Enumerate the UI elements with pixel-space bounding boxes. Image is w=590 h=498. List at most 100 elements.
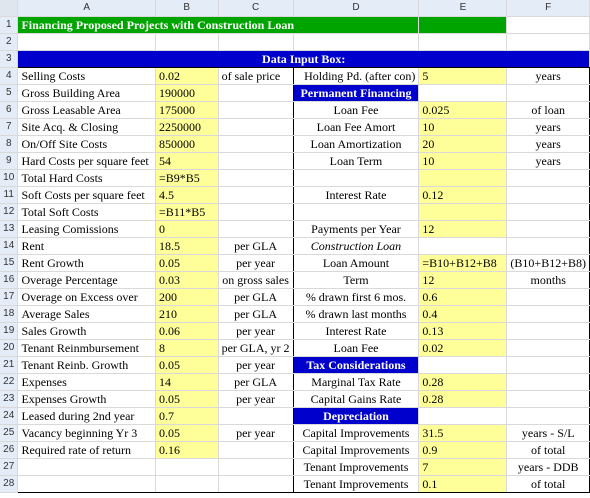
cell-f11[interactable] bbox=[506, 186, 590, 204]
row-header[interactable]: 9 bbox=[0, 152, 19, 170]
cell-b5[interactable]: 190000 bbox=[155, 84, 219, 102]
cell-d20[interactable]: Loan Fee bbox=[293, 339, 420, 357]
row-header[interactable]: 1 bbox=[0, 16, 19, 34]
row-header[interactable]: 5 bbox=[0, 84, 19, 102]
cell-d16[interactable]: Term bbox=[293, 271, 420, 289]
cell-e15[interactable]: =B10+B12+B8 bbox=[418, 254, 508, 272]
cell-f9[interactable]: years bbox=[506, 152, 590, 170]
cell-f17[interactable] bbox=[506, 288, 590, 306]
cell-c12[interactable] bbox=[218, 203, 294, 221]
cell-c16[interactable]: on gross sales bbox=[218, 271, 294, 289]
cell-e9[interactable]: 10 bbox=[418, 152, 508, 170]
cell-c2[interactable] bbox=[218, 33, 294, 51]
cell-a20[interactable]: Tenant Reinmbursement bbox=[17, 339, 156, 357]
cell-c18[interactable]: per GLA bbox=[218, 305, 294, 323]
cell-f28[interactable]: of total bbox=[506, 475, 590, 493]
cell-e27[interactable]: 7 bbox=[418, 458, 508, 476]
row-header[interactable]: 18 bbox=[0, 305, 19, 323]
cell-d8[interactable]: Loan Amortization bbox=[293, 135, 420, 153]
cell-a27[interactable] bbox=[17, 458, 156, 476]
cell-d25[interactable]: Capital Improvements bbox=[293, 424, 420, 442]
cell-c5[interactable] bbox=[218, 84, 294, 102]
cell-e17[interactable]: 0.6 bbox=[418, 288, 508, 306]
cell-e16[interactable]: 12 bbox=[418, 271, 508, 289]
cell-c6[interactable] bbox=[218, 101, 294, 119]
cell-b21[interactable]: 0.05 bbox=[155, 356, 219, 374]
cell-c9[interactable] bbox=[218, 152, 294, 170]
row-header[interactable]: 6 bbox=[0, 101, 19, 119]
cell-d2[interactable] bbox=[293, 33, 420, 51]
column-header-d[interactable]: D bbox=[293, 0, 420, 17]
cell-c8[interactable] bbox=[218, 135, 294, 153]
cell-f16[interactable]: months bbox=[506, 271, 590, 289]
cell-b17[interactable]: 200 bbox=[155, 288, 219, 306]
cell-b7[interactable]: 2250000 bbox=[155, 118, 219, 136]
cell-e23[interactable]: 0.28 bbox=[418, 390, 508, 408]
cell-e11[interactable]: 0.12 bbox=[418, 186, 508, 204]
cell-b8[interactable]: 850000 bbox=[155, 135, 219, 153]
cell-d6[interactable]: Loan Fee bbox=[293, 101, 420, 119]
row-header[interactable]: 28 bbox=[0, 475, 19, 493]
cell-c28[interactable] bbox=[218, 475, 294, 493]
column-header-f[interactable]: F bbox=[506, 0, 590, 17]
row-header[interactable]: 7 bbox=[0, 118, 19, 136]
cell-c22[interactable]: per GLA bbox=[218, 373, 294, 391]
cell-c23[interactable]: per year bbox=[218, 390, 294, 408]
cell-f12[interactable] bbox=[506, 203, 590, 221]
cell-a18[interactable]: Average Sales bbox=[17, 305, 156, 323]
cell-a22[interactable]: Expenses bbox=[17, 373, 156, 391]
row-header[interactable]: 14 bbox=[0, 237, 19, 255]
cell-b15[interactable]: 0.05 bbox=[155, 254, 219, 272]
row-header[interactable]: 21 bbox=[0, 356, 19, 374]
cell-a7[interactable]: Site Acq. & Closing bbox=[17, 118, 156, 136]
cell-d12[interactable] bbox=[293, 203, 420, 221]
cell-a9[interactable]: Hard Costs per square feet bbox=[17, 152, 156, 170]
cell-f14[interactable] bbox=[506, 237, 590, 255]
cell-a2[interactable] bbox=[17, 33, 156, 51]
cell-b2[interactable] bbox=[155, 33, 219, 51]
cell-a12[interactable]: Total Soft Costs bbox=[17, 203, 156, 221]
cell-d17[interactable]: % drawn first 6 mos. bbox=[293, 288, 420, 306]
select-all-corner[interactable] bbox=[0, 0, 19, 17]
cell-f21[interactable] bbox=[506, 356, 590, 374]
cell-c11[interactable] bbox=[218, 186, 294, 204]
cell-e14[interactable] bbox=[418, 237, 508, 255]
cell-b28[interactable] bbox=[155, 475, 219, 493]
row-header[interactable]: 10 bbox=[0, 169, 19, 187]
row-header[interactable]: 20 bbox=[0, 339, 19, 357]
cell-c10[interactable] bbox=[218, 169, 294, 187]
cell-b6[interactable]: 175000 bbox=[155, 101, 219, 119]
cell-e1[interactable] bbox=[418, 16, 508, 34]
cell-d22[interactable]: Marginal Tax Rate bbox=[293, 373, 420, 391]
cell-e24[interactable] bbox=[418, 407, 508, 425]
cell-e8[interactable]: 20 bbox=[418, 135, 508, 153]
row-header[interactable]: 15 bbox=[0, 254, 19, 272]
cell-f23[interactable] bbox=[506, 390, 590, 408]
cell-e5[interactable] bbox=[418, 84, 508, 102]
cell-b12[interactable]: =B11*B5 bbox=[155, 203, 219, 221]
cell-b23[interactable]: 0.05 bbox=[155, 390, 219, 408]
row-header[interactable]: 2 bbox=[0, 33, 19, 51]
cell-d19[interactable]: Interest Rate bbox=[293, 322, 420, 340]
cell-e28[interactable]: 0.1 bbox=[418, 475, 508, 493]
row-header[interactable]: 8 bbox=[0, 135, 19, 153]
cell-b20[interactable]: 8 bbox=[155, 339, 219, 357]
cell-c19[interactable]: per year bbox=[218, 322, 294, 340]
cell-f2[interactable] bbox=[506, 33, 590, 51]
cell-c14[interactable]: per GLA bbox=[218, 237, 294, 255]
cell-b13[interactable]: 0 bbox=[155, 220, 219, 238]
cell-e18[interactable]: 0.4 bbox=[418, 305, 508, 323]
cell-b11[interactable]: 4.5 bbox=[155, 186, 219, 204]
cell-b14[interactable]: 18.5 bbox=[155, 237, 219, 255]
cell-a25[interactable]: Vacancy beginning Yr 3 bbox=[17, 424, 156, 442]
cell-f22[interactable] bbox=[506, 373, 590, 391]
cell-a8[interactable]: On/Off Site Costs bbox=[17, 135, 156, 153]
cell-d15[interactable]: Loan Amount bbox=[293, 254, 420, 272]
cell-d23[interactable]: Capital Gains Rate bbox=[293, 390, 420, 408]
row-header[interactable]: 16 bbox=[0, 271, 19, 289]
cell-c17[interactable]: per GLA bbox=[218, 288, 294, 306]
cell-a5[interactable]: Gross Building Area bbox=[17, 84, 156, 102]
column-header-a[interactable]: A bbox=[17, 0, 156, 17]
cell-c20[interactable]: per GLA, yr 2 bbox=[218, 339, 294, 357]
cell-e4[interactable]: 5 bbox=[418, 67, 508, 85]
